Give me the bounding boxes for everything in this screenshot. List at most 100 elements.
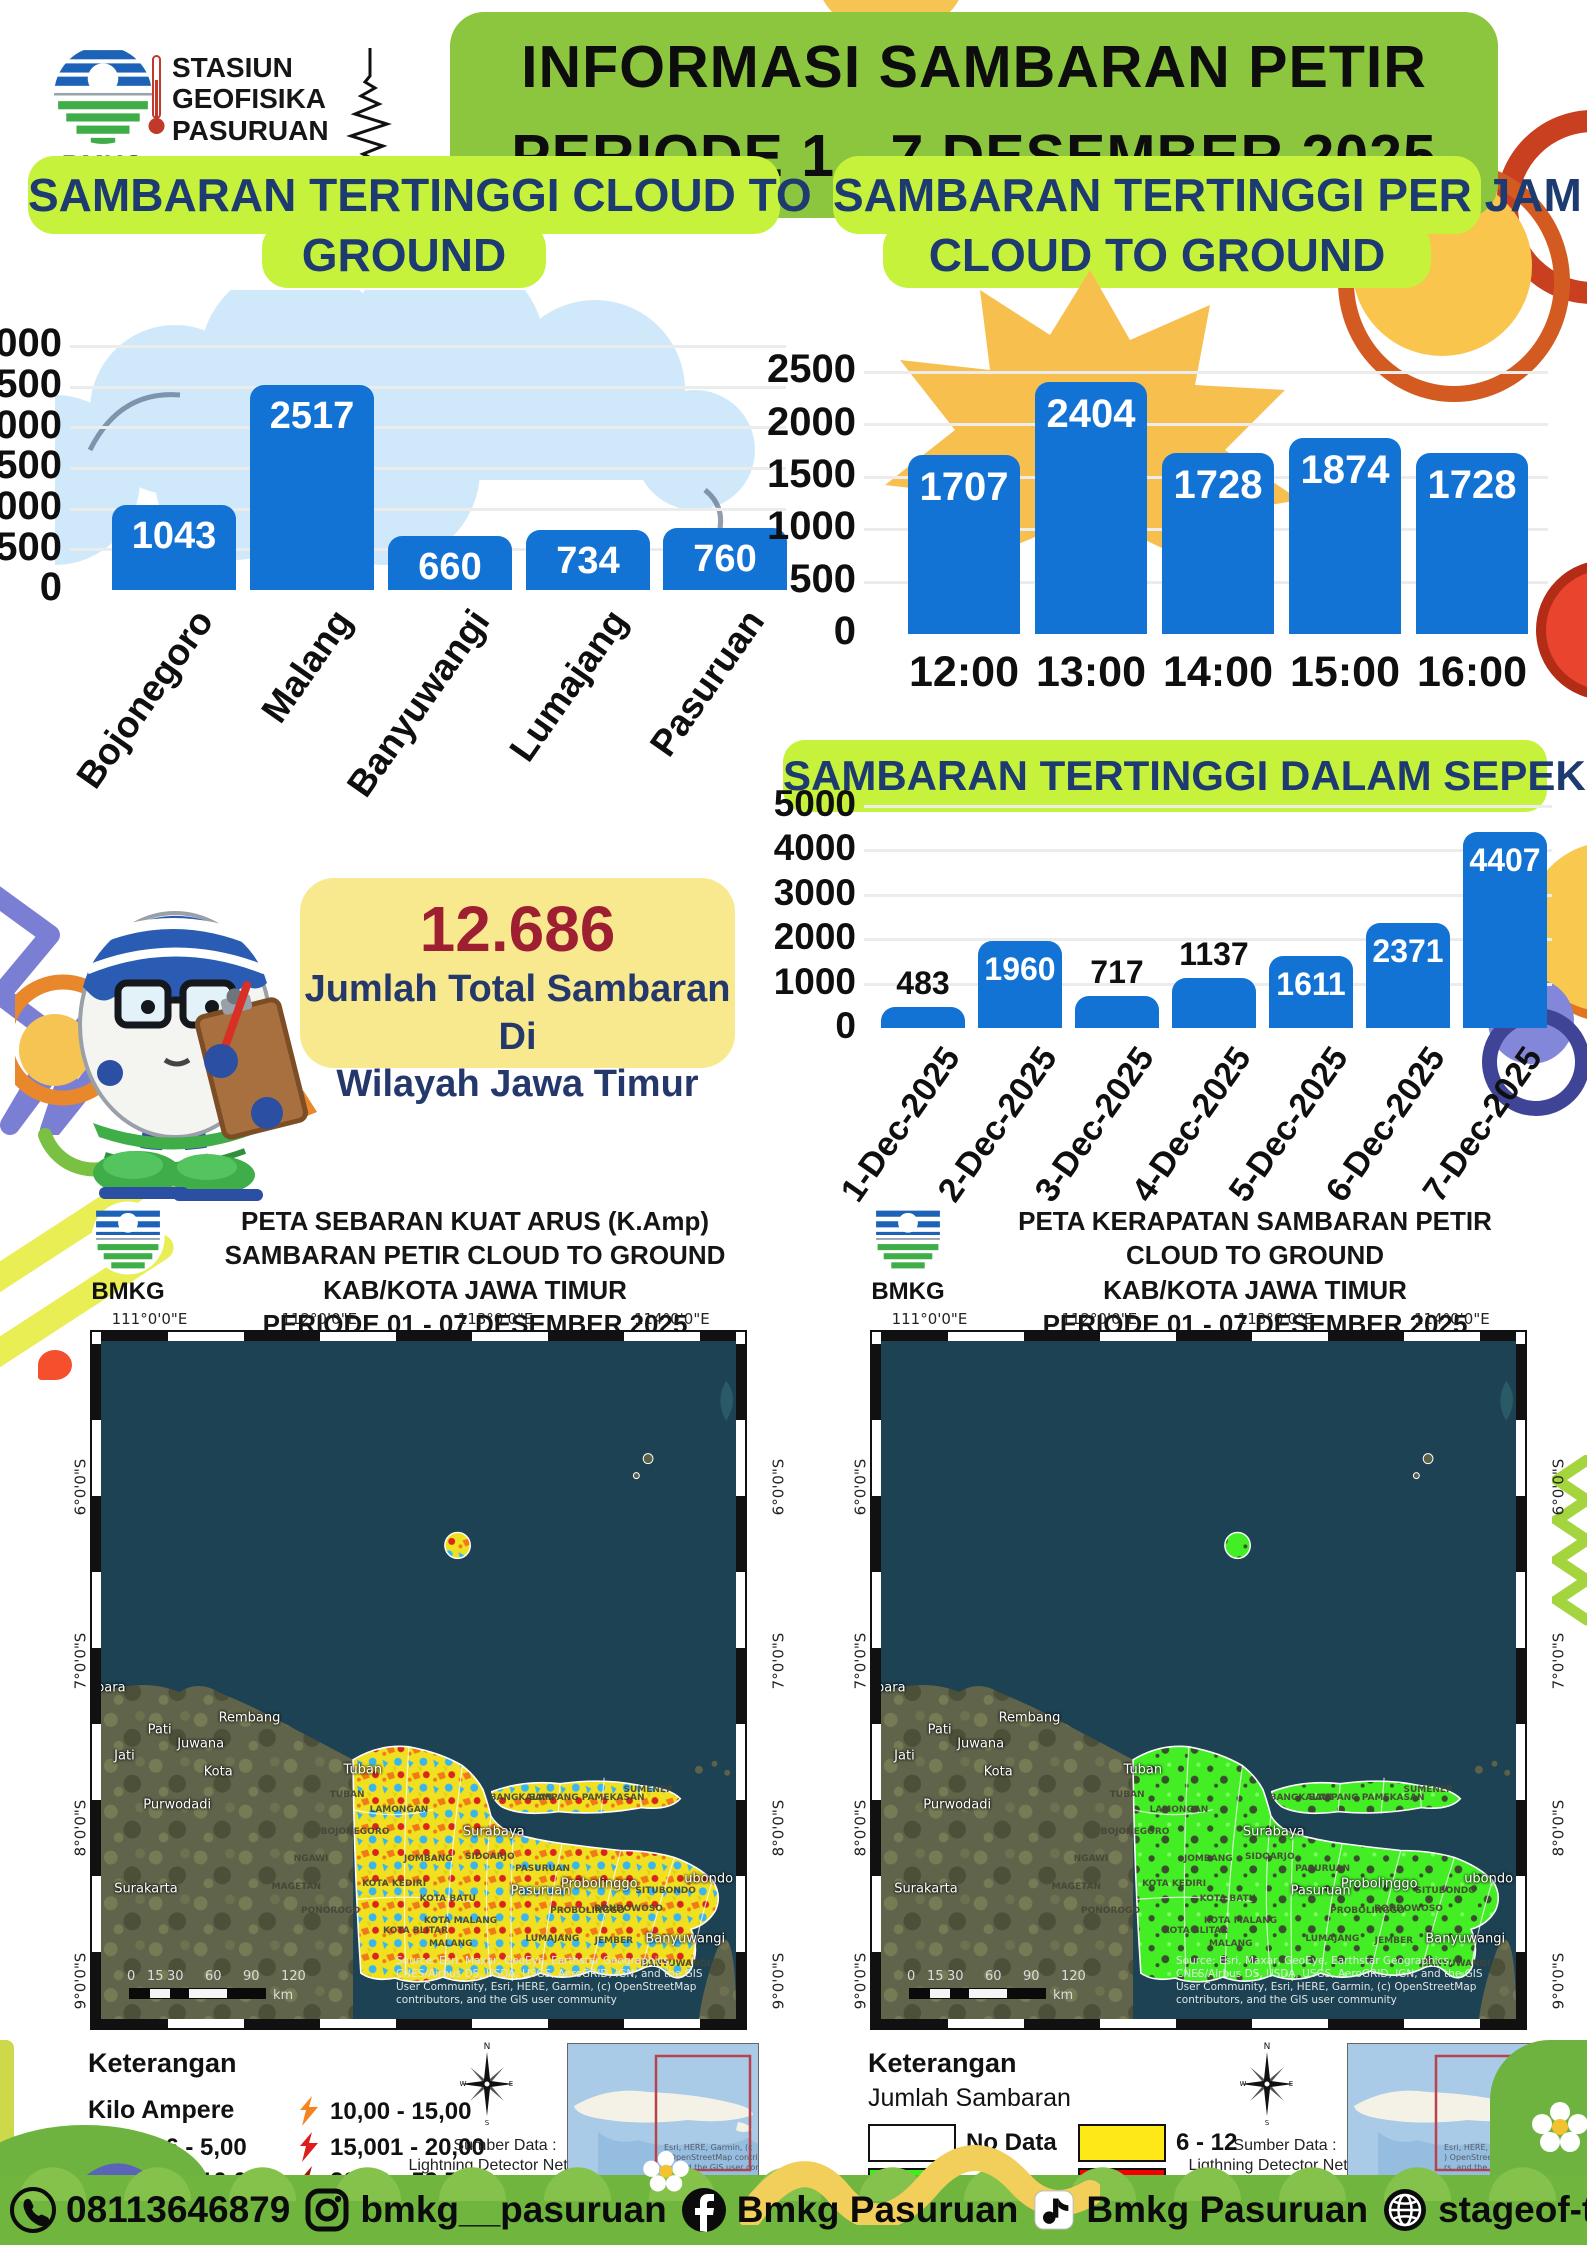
bar-3-Dec-2025	[1075, 996, 1159, 1028]
bar-12:00	[908, 455, 1020, 634]
latitude-label: 8°0'0"S	[71, 1799, 90, 1857]
y-axis-tick: 3000	[773, 871, 856, 913]
y-axis-tick: 1000	[767, 504, 856, 549]
footer-contact-label: bmkg__pasuruan	[360, 2189, 667, 2230]
total-strikes-value: 12.686	[419, 893, 616, 965]
map-place-label: SIDOARJO	[1245, 1852, 1295, 1863]
x-axis-tick: Banyuwangi	[339, 602, 498, 805]
map-place-label: para	[101, 1680, 126, 1696]
footer-contacts: 08113646879 bmkg__pasuruan Bmkg Pasuruan Bm…	[10, 2187, 1587, 2233]
total-strikes-card: 12.686 Jumlah Total Sambaran Di Wilayah …	[300, 878, 735, 1105]
decoration-yellow-squiggle-footer	[740, 2145, 1100, 2225]
map2-canvas: para Pati Juwana Jati Rembang Kota Purwodadi Su…	[881, 1341, 1516, 2019]
scalebar-numbers: 0 15 30 60 90 120	[127, 1969, 306, 1984]
latitude-label: 8°0'0"S	[851, 1799, 870, 1857]
map-place-label: Banyuwangi	[645, 1931, 726, 1947]
footer-contact-label: Bmkg Pasuruan	[736, 2189, 1019, 2230]
bar-16:00	[1416, 453, 1528, 634]
y-axis-tick: 0	[39, 565, 62, 610]
map-place-label: LAMONGAN	[369, 1804, 429, 1815]
x-axis-tick: Malang	[252, 602, 360, 730]
bar-2-Dec-2025	[978, 941, 1062, 1028]
map-place-label: LAMONGAN	[1149, 1804, 1209, 1815]
bar-value: 1137	[1179, 936, 1249, 972]
map-place-label: MAGETAN	[271, 1882, 322, 1893]
latitude-label: 9°0'0"S	[769, 1952, 788, 2010]
gridline	[864, 938, 1552, 942]
map-place-label: PONOROGO	[1081, 1906, 1141, 1917]
map1-frame: para Pati Juwana Jati Rembang Kota Purwodadi Su…	[90, 1330, 747, 2030]
legend-heading: Keterangan	[88, 2048, 237, 2078]
x-axis-tick: 12:00	[909, 648, 1019, 696]
y-axis-tick: 1500	[767, 452, 856, 496]
chart1-title-line1: SAMBARAN TERTINGGI CLOUD TO	[28, 156, 812, 234]
svg-text:N: N	[484, 2042, 491, 2052]
map-place-label: JOMBANG	[1183, 1854, 1233, 1865]
svg-text:S: S	[1265, 2119, 1270, 2126]
map1-lon-labels: 111°0'0"E 112°0'0"E 113°0'0"E 114°0'0"E	[92, 1310, 745, 1330]
map-place-label: JEMBER	[1374, 1936, 1414, 1947]
footer-contact-label: 08113646879	[66, 2189, 291, 2230]
map-place-label: KOTA MALANG	[423, 1916, 498, 1927]
footer-contact-phone: 08113646879	[10, 2187, 290, 2233]
bar-13:00	[1035, 382, 1147, 634]
map-place-label: KOTA MALANG	[1203, 1916, 1278, 1927]
map-place-label: Banyuwangi	[1425, 1931, 1506, 1947]
map-place-label: Probolinggo	[560, 1876, 638, 1892]
latitude-label: 9°0'0"S	[851, 1952, 870, 2010]
map-place-label: Tuban	[1123, 1762, 1163, 1778]
phone-icon	[10, 2187, 56, 2233]
decoration-flower-bottomright	[1532, 2102, 1587, 2152]
y-axis-tick: 0	[833, 609, 856, 654]
bar-1-Dec-2025	[881, 1007, 965, 1028]
map-source-credit: Source: Esri, Maxar, GeoEye, Earthstar G…	[1176, 1954, 1483, 2006]
footer-contact-tiktok: Bmkg Pasuruan	[1032, 2188, 1368, 2232]
map-place-label: Juwana	[177, 1736, 225, 1752]
longitude-label: 112°0'0"E	[1061, 1310, 1138, 1328]
map-frame-ticks-right	[1516, 1332, 1525, 2028]
map-place-label: JEMBER	[594, 1936, 634, 1947]
map-place-label: Pasuruan	[510, 1883, 571, 1899]
latitude-label: 9°0'0"S	[71, 1952, 90, 2010]
map-place-label: Kota	[203, 1764, 233, 1780]
station-line-3: PASURUAN	[172, 114, 329, 146]
x-axis-tick: Bojonegoro	[68, 602, 222, 796]
map-place-label: KOTA BATU	[1199, 1894, 1256, 1905]
legend-heading: Keterangan	[868, 2048, 1017, 2078]
map-place-label: MALANG	[428, 1939, 473, 1950]
gridline	[70, 426, 786, 430]
y-axis-tick: 1500	[0, 443, 62, 488]
map-place-label: Pasuruan	[1290, 1883, 1351, 1899]
map-place-label: BOJONEGORO	[1100, 1826, 1170, 1837]
map1-canvas: para Pati Juwana Jati Rembang Kota Purwodadi Su…	[101, 1341, 736, 2019]
map-place-label: BANYUWANGI	[640, 1959, 711, 1970]
scalebar-unit: km	[273, 1988, 294, 2003]
bar-Bojonegoro	[112, 505, 236, 590]
map-frame-ticks-left	[92, 1332, 101, 2028]
bar-value: 660	[418, 546, 482, 588]
bar-value: 483	[896, 965, 950, 1001]
map-place-label: KOTA BATU	[419, 1894, 476, 1905]
footer-contact-label: stageof-tretes.bmkg.go.id	[1438, 2189, 1587, 2230]
bar-Lumajang	[526, 530, 650, 590]
map-place-label: LUMAJANG	[525, 1934, 580, 1945]
map-place-label: Juwana	[957, 1736, 1005, 1752]
bar-7-Dec-2025	[1463, 832, 1547, 1028]
map-place-label: SIDOARJO	[465, 1852, 515, 1863]
y-axis-tick: 2000	[773, 916, 856, 958]
gridline	[70, 467, 786, 470]
footer-contact-globe: stageof-tretes.bmkg.go.id	[1382, 2187, 1587, 2233]
gridline	[70, 345, 786, 348]
bar-Banyuwangi	[388, 536, 512, 590]
bmkg-logo-label: BMKG	[871, 1278, 945, 1305]
map-place-label: BONDOWOSO	[594, 1904, 663, 1915]
thermometer-icon	[148, 55, 165, 134]
map-place-label: KOTA KEDIRI	[1142, 1879, 1207, 1890]
bar-value: 4407	[1469, 842, 1541, 878]
map-place-label: Surabaya	[462, 1824, 525, 1840]
map-place-label: Pati	[147, 1722, 172, 1738]
footer-contact-instagram: bmkg__pasuruan	[304, 2187, 667, 2233]
y-axis-tick: 2500	[767, 347, 856, 392]
bar-value: 717	[1090, 954, 1144, 990]
map-place-label: ubondo	[1464, 1871, 1514, 1887]
